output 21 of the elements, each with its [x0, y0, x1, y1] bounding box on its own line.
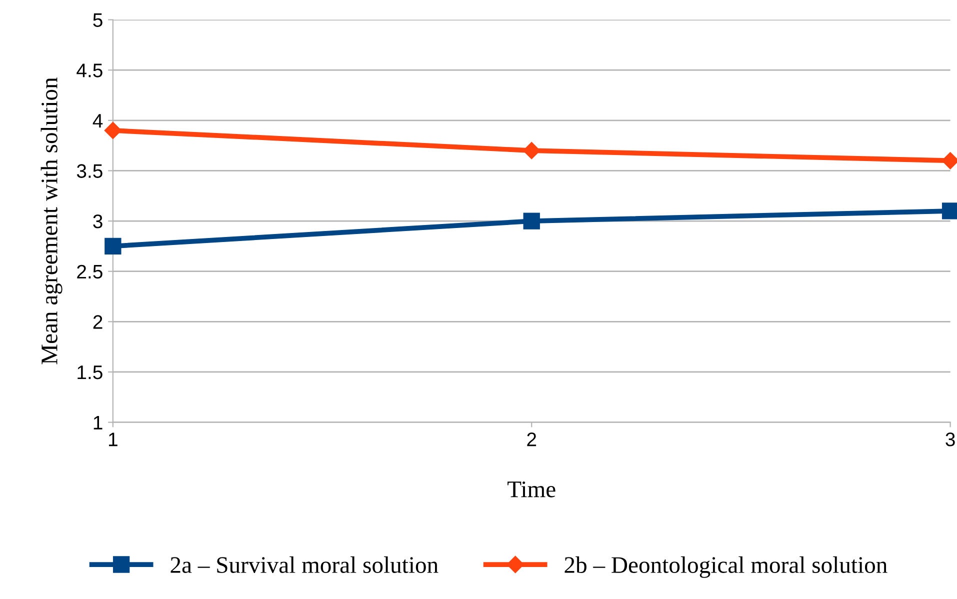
- y-tick-label: 3: [93, 214, 102, 228]
- point: [523, 142, 540, 160]
- point: [104, 238, 122, 255]
- y-tick-label: 3.5: [76, 164, 102, 178]
- y-tick-label: 4: [92, 114, 103, 128]
- y-axis-title: Mean agreement with solution: [40, 77, 62, 364]
- x-tick-label: 3: [946, 432, 955, 446]
- x-tick-label: 1: [109, 432, 118, 446]
- y-tick-label: 1.5: [78, 366, 102, 380]
- x-axis-title: Time: [508, 481, 556, 498]
- y-tick-label: 5: [93, 13, 102, 28]
- legend-label: 2a – Survival moral solution: [170, 556, 438, 574]
- y-tick-label: 2.5: [77, 264, 102, 279]
- point: [104, 122, 122, 140]
- y-tick-label: 2: [93, 315, 102, 329]
- legend-label: 2b – Deontological moral solution: [564, 556, 888, 578]
- point: [523, 212, 540, 230]
- y-tick-label: 1: [94, 416, 102, 430]
- x-tick-label: 2: [527, 432, 536, 446]
- y-tick-label: 4.5: [76, 64, 102, 78]
- point: [942, 202, 957, 220]
